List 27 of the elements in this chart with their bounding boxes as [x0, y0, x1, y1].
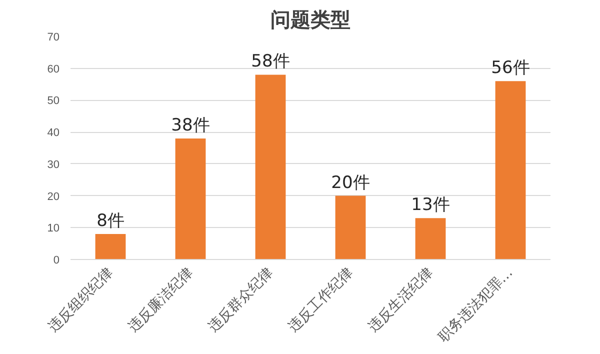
data-label: 13件	[411, 195, 450, 216]
y-tick-label: 50	[47, 95, 60, 108]
y-tick-label: 70	[47, 32, 60, 44]
x-tick-label: 违反组织纪律	[45, 264, 116, 336]
x-tick-label: 违反廉洁纪律	[125, 264, 196, 336]
data-label: 56件	[491, 58, 530, 78]
bar	[175, 138, 206, 260]
data-label: 8件	[96, 211, 124, 232]
y-tick-label: 10	[47, 222, 60, 235]
y-tick-label: 30	[47, 158, 60, 171]
bar	[95, 234, 126, 260]
y-tick-label: 20	[47, 190, 60, 203]
y-tick-label: 40	[47, 127, 60, 140]
data-label: 20件	[331, 172, 370, 193]
chart-title: 问题类型	[270, 8, 350, 32]
data-label: 38件	[171, 115, 210, 136]
data-label: 58件	[251, 52, 290, 72]
bar	[255, 74, 286, 260]
bar	[415, 218, 446, 260]
x-tick-label: 违反工作纪律	[285, 264, 356, 336]
x-tick-label: 违反群众纪律	[205, 264, 276, 336]
bar	[335, 196, 366, 260]
x-tick-label: 违反生活纪律	[365, 264, 436, 336]
bar	[495, 81, 526, 260]
y-tick-label: 60	[47, 63, 60, 76]
y-tick-label: 0	[53, 254, 60, 266]
x-tick-label: 职务违法犯罪…	[436, 264, 516, 346]
